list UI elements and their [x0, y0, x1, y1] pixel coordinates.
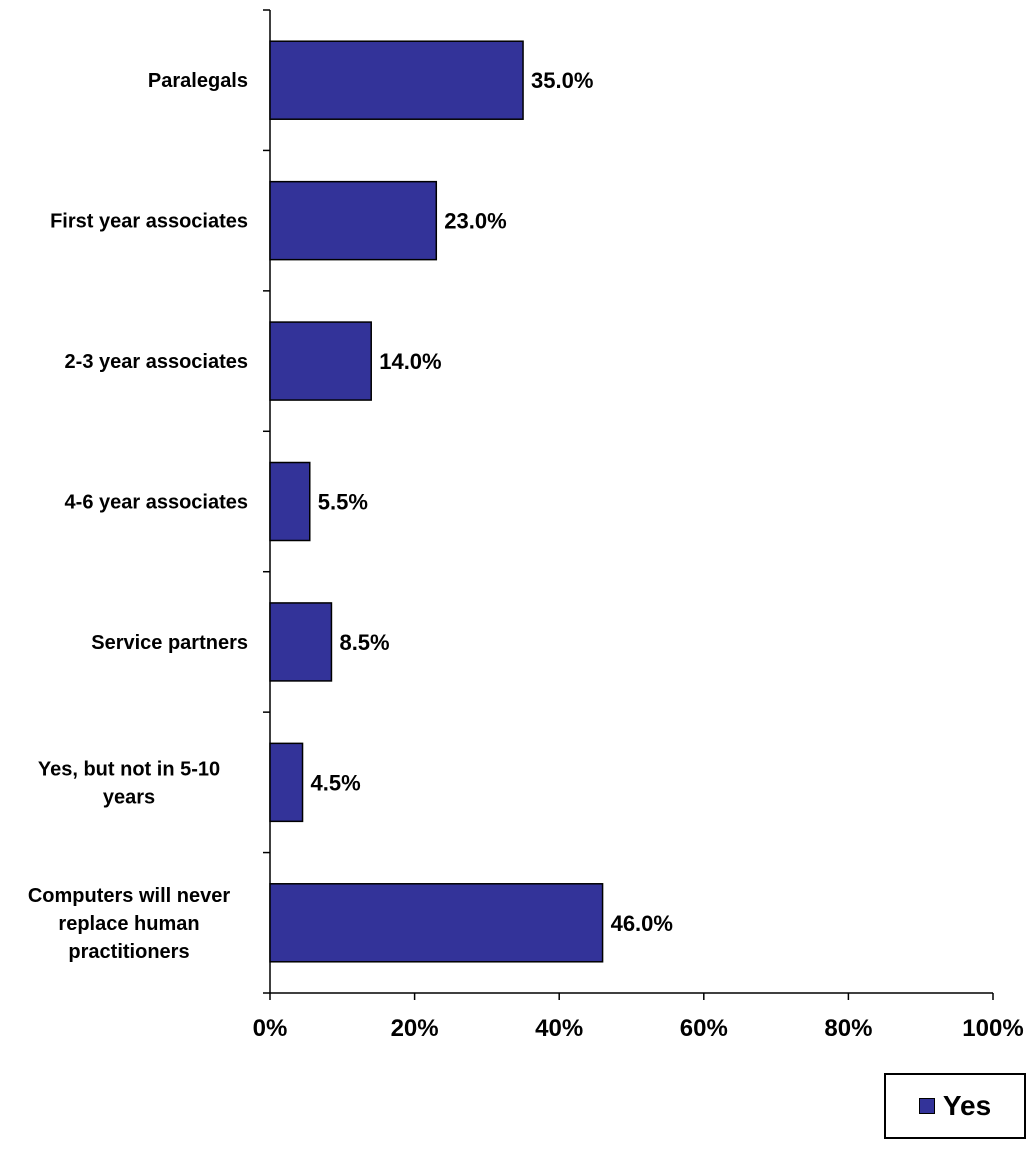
bar	[269, 461, 311, 542]
legend: Yes	[884, 1073, 1026, 1139]
x-tick-label: 0%	[253, 1015, 288, 1042]
category-label: Computers will never replace human practit…	[28, 885, 230, 963]
bar	[269, 180, 438, 261]
legend-swatch	[918, 1098, 935, 1114]
data-label: 14.0%	[379, 349, 441, 374]
axes	[263, 9, 994, 1000]
x-tick-label: 40%	[535, 1015, 583, 1042]
bar	[269, 602, 333, 682]
bar	[269, 742, 304, 823]
legend-label: Yes	[942, 1090, 992, 1121]
data-label: 23.0%	[444, 209, 506, 234]
category-label: 4-6 year associates	[65, 492, 248, 514]
x-tick-label: 60%	[680, 1015, 728, 1042]
bars-group	[269, 40, 604, 963]
category-label: Yes, but not in 5-10 years	[38, 758, 220, 808]
category-label: First year associates	[50, 211, 248, 233]
bar	[269, 883, 604, 963]
x-tick-label: 80%	[824, 1015, 872, 1042]
data-label: 46.0%	[611, 911, 673, 936]
data-label: 8.5%	[339, 630, 389, 655]
category-label: 2-3 year associates	[65, 351, 248, 373]
category-label: Paralegals	[148, 70, 248, 92]
data-label: 4.5%	[311, 770, 361, 795]
data-label: 35.0%	[531, 68, 593, 93]
data-label: 5.5%	[318, 490, 368, 515]
bar	[269, 321, 372, 401]
labels-group: 0% 20% 40% 60% 80% 100% 35.0% Paralegals 23.0% Fi…	[28, 68, 1024, 1042]
category-label: Service partners	[91, 632, 248, 654]
x-tick-label: 100%	[962, 1015, 1023, 1042]
bar	[269, 40, 524, 120]
x-tick-label: 20%	[391, 1015, 439, 1042]
